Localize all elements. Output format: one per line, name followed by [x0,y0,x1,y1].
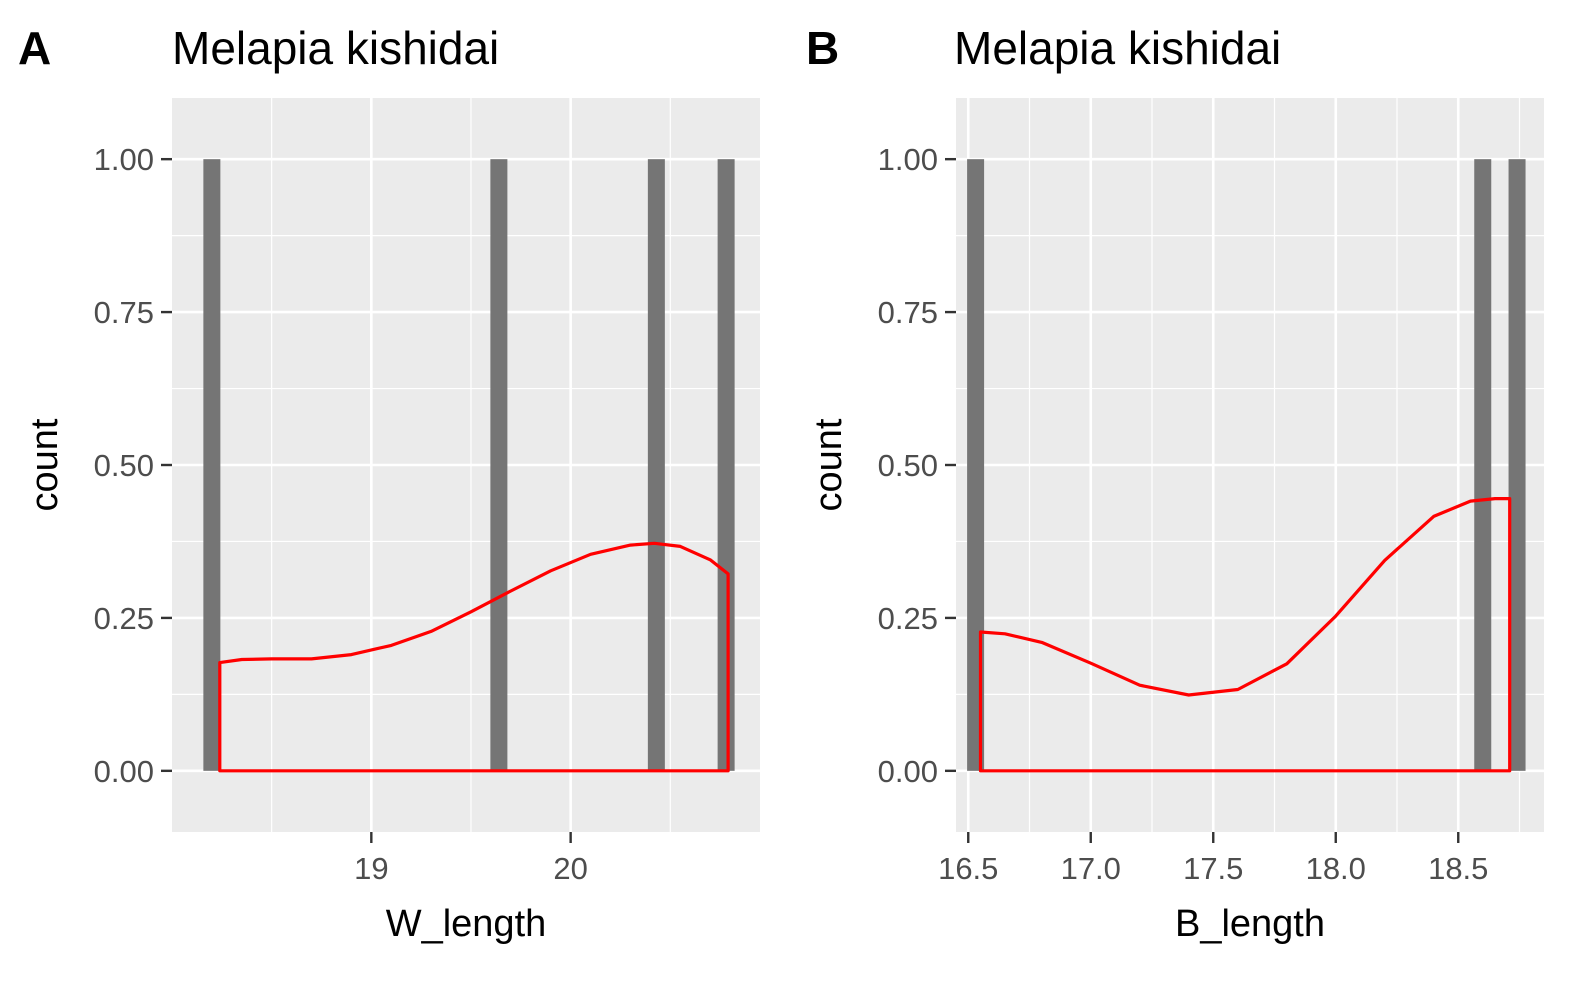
panel-b-x-axis: 16.5 17.0 17.5 18.0 18.5 [938,832,1488,886]
panel-a-density-layer [218,541,730,773]
x-tick-label: 18.0 [1306,851,1366,886]
y-tick-label: 0.50 [878,448,938,483]
y-tick-label: 0.50 [94,448,154,483]
panel-b: B Melapia kishidai 0.000.250.500.751.00 … [806,22,1544,945]
panel-a-x-axis-title: W_length [386,903,547,945]
y-tick-label: 1.00 [94,142,154,177]
x-tick-label: 18.5 [1428,851,1488,886]
panel-b-y-axis: 0.00 0.25 0.50 0.75 1.00 [878,142,956,789]
histogram-bar [717,159,735,771]
panel-b-y-axis-title: count [808,418,850,511]
y-tick-label: 0.75 [878,295,938,330]
panel-a: A Melapia kishidai 0.000.250.500.751.00 … [18,22,760,945]
panel-a-bars [203,159,735,771]
panel-a-letter: A [18,22,51,74]
panel-b-title: Melapia kishidai [954,22,1281,74]
histogram-bar [1474,159,1492,771]
panel-a-title: Melapia kishidai [172,22,499,74]
histogram-bar [203,159,221,771]
x-tick-label: 17.5 [1183,851,1243,886]
histogram-bar [647,159,665,771]
y-tick-label: 0.00 [878,754,938,789]
histogram-bar [967,159,985,771]
density-curve [978,497,1512,773]
panel-b-density-layer [978,497,1512,773]
y-tick-label: 0.00 [94,754,154,789]
x-tick-label: 20 [553,851,587,886]
y-tick-label: 0.75 [94,295,154,330]
density-curve [218,541,730,773]
x-tick-label: 16.5 [938,851,998,886]
y-tick-label: 1.00 [878,142,938,177]
panel-a-y-axis: 0.00 0.25 0.50 0.75 1.00 [94,142,172,789]
y-tick-label: 0.25 [878,601,938,636]
y-tick-label: 0.25 [94,601,154,636]
histogram-bar [490,159,508,771]
histogram-bar [1508,159,1526,771]
panel-b-bars [967,159,1526,771]
panel-b-x-axis-title: B_length [1175,903,1325,945]
panel-a-x-axis: 19 20 [354,832,588,886]
x-tick-label: 19 [354,851,388,886]
panel-b-letter: B [806,22,839,74]
x-tick-label: 17.0 [1061,851,1121,886]
panel-a-y-axis-title: count [24,418,66,511]
